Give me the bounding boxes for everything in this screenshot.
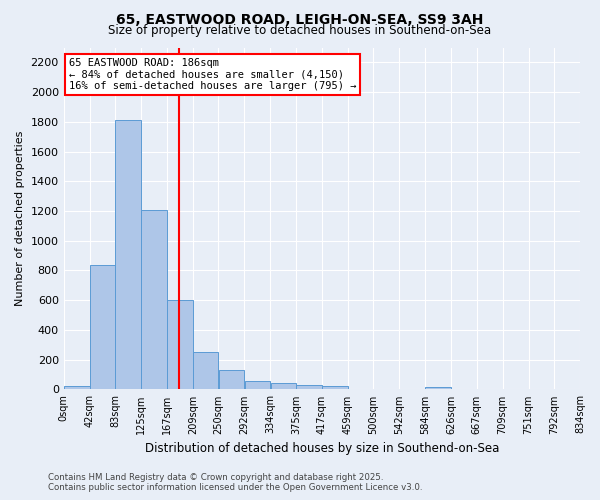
Bar <box>64 386 89 390</box>
Text: 65 EASTWOOD ROAD: 186sqm
← 84% of detached houses are smaller (4,150)
16% of sem: 65 EASTWOOD ROAD: 186sqm ← 84% of detach… <box>69 58 356 91</box>
Text: Size of property relative to detached houses in Southend-on-Sea: Size of property relative to detached ho… <box>109 24 491 37</box>
Bar <box>322 386 347 390</box>
Bar <box>193 352 218 390</box>
Text: Contains HM Land Registry data © Crown copyright and database right 2025.
Contai: Contains HM Land Registry data © Crown c… <box>48 473 422 492</box>
Y-axis label: Number of detached properties: Number of detached properties <box>15 131 25 306</box>
Bar <box>425 387 451 390</box>
Bar <box>245 382 270 390</box>
Bar <box>296 385 322 390</box>
Bar <box>115 120 141 390</box>
Bar <box>218 370 244 390</box>
Bar <box>141 210 167 390</box>
Bar <box>271 382 296 390</box>
Text: 65, EASTWOOD ROAD, LEIGH-ON-SEA, SS9 3AH: 65, EASTWOOD ROAD, LEIGH-ON-SEA, SS9 3AH <box>116 12 484 26</box>
X-axis label: Distribution of detached houses by size in Southend-on-Sea: Distribution of detached houses by size … <box>145 442 499 455</box>
Bar <box>167 300 193 390</box>
Bar <box>90 264 115 390</box>
